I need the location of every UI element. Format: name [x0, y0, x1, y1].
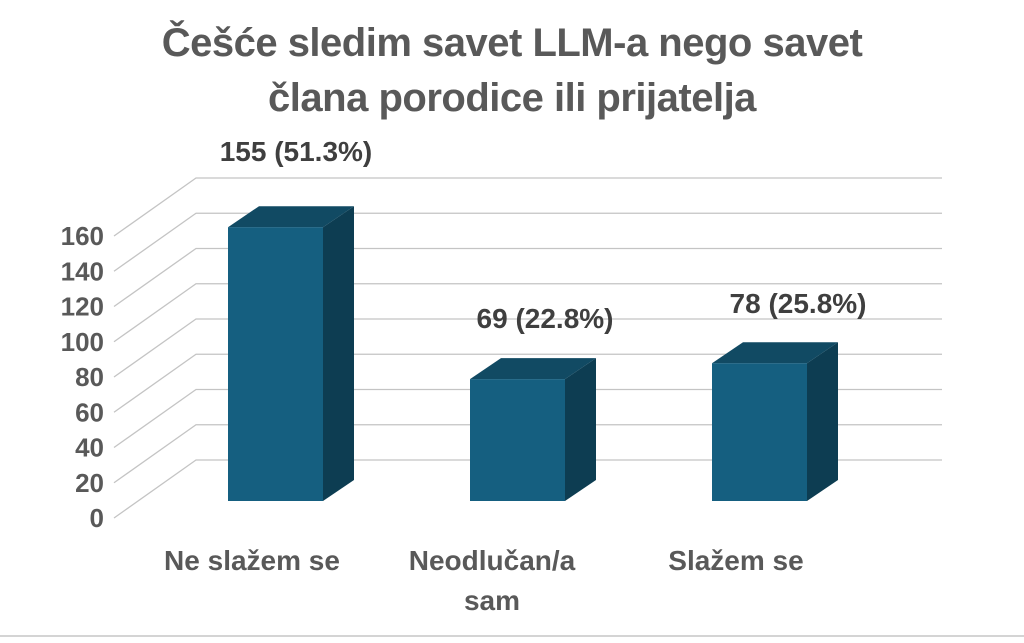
value-label: 69 (22.8%) [477, 303, 614, 334]
chart-title-line-1: Češće sledim savet LLM-a nego savet [161, 21, 863, 65]
category-label: Neodlučan/a [409, 545, 576, 576]
bar-neodlu-an-a-sam [470, 379, 565, 501]
gridline [113, 283, 942, 343]
gridline [113, 459, 942, 519]
bar-side-ne-sla-em-se [323, 206, 354, 501]
gridline [113, 353, 942, 413]
bar-side-neodlu-an-a-sam [565, 358, 596, 501]
gridline [113, 247, 942, 308]
bar-sla-em-se [712, 363, 807, 501]
value-label: 78 (25.8%) [730, 288, 867, 319]
category-label: Ne slažem se [164, 545, 340, 576]
chart-title: Češće sledim savet LLM-a nego savet član… [0, 16, 1024, 126]
bar-top-sla-em-se [712, 342, 838, 364]
y-axis-tick-label: 60 [75, 397, 104, 427]
value-label: 155 (51.3%) [220, 136, 373, 167]
y-axis-tick-label: 160 [61, 221, 104, 251]
y-axis-tick-label: 100 [61, 327, 104, 357]
y-axis-tick-label: 40 [75, 433, 104, 463]
y-axis-tick-label: 120 [61, 292, 104, 322]
y-axis-tick-label: 80 [75, 362, 104, 392]
category-label: Slažem se [668, 545, 803, 576]
gridline [113, 388, 942, 449]
y-axis-tick-label: 20 [75, 468, 104, 498]
bottom-border-line [0, 635, 1024, 637]
gridline [113, 424, 942, 484]
chart-title-line-2: člana porodice ili prijatelja [268, 76, 756, 120]
bar-top-ne-sla-em-se [228, 206, 354, 228]
y-axis-tick-label: 140 [61, 256, 104, 286]
category-label: sam [464, 585, 520, 616]
bar-side-sla-em-se [807, 342, 838, 501]
bar-ne-sla-em-se [228, 227, 323, 501]
gridline [113, 318, 942, 378]
bar-top-neodlu-an-a-sam [470, 358, 596, 380]
gridline [113, 212, 942, 272]
y-axis-tick-label: 0 [90, 503, 104, 533]
gridline [113, 177, 942, 237]
